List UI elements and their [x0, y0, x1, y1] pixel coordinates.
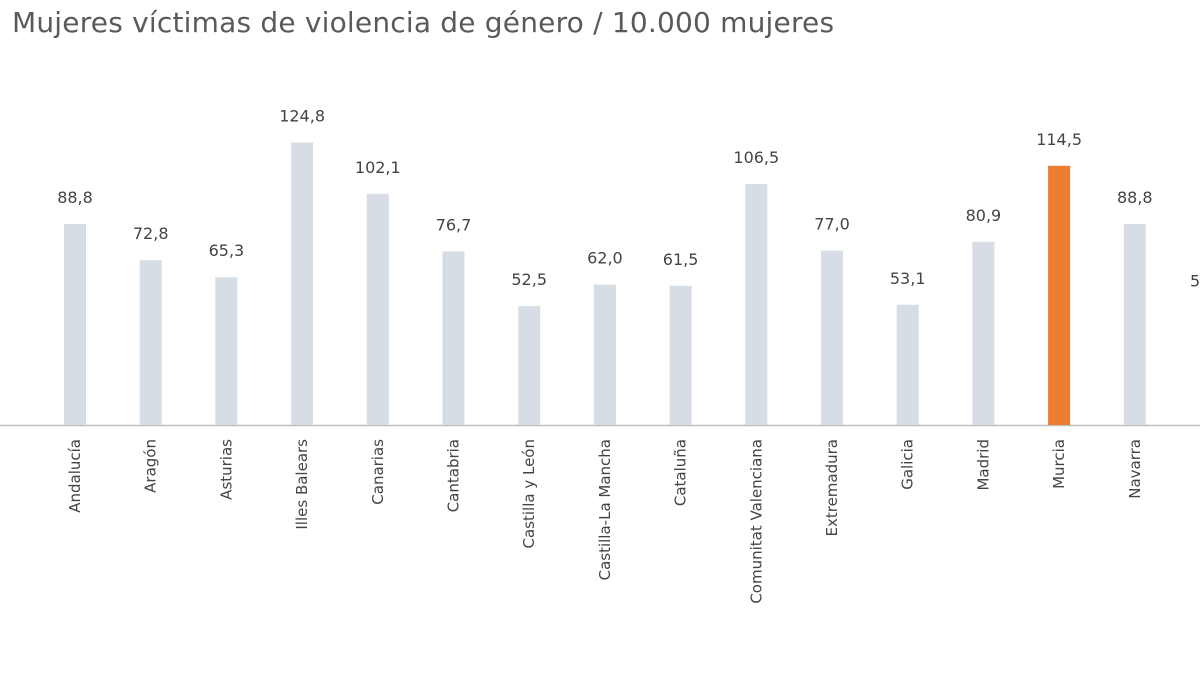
bar-11	[896, 304, 919, 425]
bar-14	[1123, 224, 1146, 425]
category-label-12: Madrid	[974, 439, 992, 491]
data-label-0: 88,8	[57, 188, 93, 207]
category-label-13: Murcia	[1050, 439, 1068, 489]
data-label-4: 102,1	[355, 158, 401, 177]
category-label-8: Cataluña	[672, 439, 690, 506]
bar-0	[64, 224, 86, 425]
category-label-4: Canarias	[369, 439, 387, 505]
bar-5	[442, 251, 465, 425]
bar-1	[139, 260, 162, 425]
data-label-1: 72,8	[133, 224, 169, 243]
category-label-5: Cantabria	[445, 439, 463, 512]
bar-9	[745, 183, 768, 425]
chart-title: Mujeres víctimas de violencia de género …	[12, 6, 835, 39]
category-label-7: Castilla-La Mancha	[596, 439, 614, 580]
category-label-0: Andalucía	[66, 439, 84, 513]
bar-3	[291, 142, 314, 425]
category-label-9: Comunitat Valenciana	[747, 439, 765, 604]
data-label-11: 53,1	[890, 269, 926, 288]
bar-7	[593, 284, 616, 425]
category-label-1: Aragón	[142, 439, 160, 493]
bar-4	[366, 193, 389, 425]
category-label-3: Illes Balears	[293, 439, 311, 530]
data-label-7: 62,0	[587, 249, 623, 268]
data-label-9: 106,5	[733, 148, 779, 167]
data-label-2: 65,3	[209, 241, 245, 260]
bar-12	[972, 241, 995, 425]
data-label-5: 76,7	[436, 215, 472, 234]
data-label-partial: 5	[1190, 271, 1200, 290]
bar-10	[821, 250, 843, 425]
data-label-3: 124,8	[279, 107, 325, 126]
category-label-6: Castilla y León	[520, 439, 538, 548]
bar-8	[669, 285, 692, 425]
category-label-11: Galicia	[899, 439, 917, 490]
data-label-14: 88,8	[1117, 188, 1153, 207]
category-label-10: Extremadura	[823, 439, 841, 537]
data-label-6: 52,5	[511, 270, 547, 289]
category-label-2: Asturias	[217, 439, 235, 500]
bar-2	[215, 277, 238, 425]
data-label-12: 80,9	[966, 206, 1002, 225]
data-label-13: 114,5	[1036, 130, 1082, 149]
category-label-14: Navarra	[1126, 439, 1144, 499]
bar-6	[518, 306, 541, 425]
bar-13	[1048, 165, 1071, 426]
data-label-8: 61,5	[663, 250, 699, 269]
data-label-10: 77,0	[814, 215, 850, 234]
